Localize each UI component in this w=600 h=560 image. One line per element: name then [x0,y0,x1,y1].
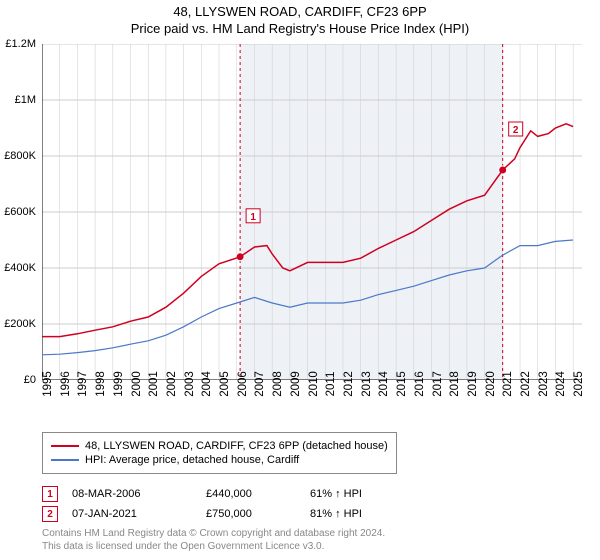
sale-pct-1: 61% ↑ HPI [310,488,430,500]
sale-marker-1-icon: 1 [42,486,58,502]
x-tick-label: 2004 [201,371,213,397]
x-tick-label: 2021 [502,371,514,397]
footer-line-2: This data is licensed under the Open Gov… [42,541,385,554]
y-tick-label: £600K [4,206,36,218]
legend-label-hpi: HPI: Average price, detached house, Card… [85,454,299,466]
legend-row-hpi: HPI: Average price, detached house, Card… [51,453,388,467]
legend-label-property: 48, LLYSWEN ROAD, CARDIFF, CF23 6PP (det… [85,440,388,452]
y-tick-label: £1M [15,94,36,106]
x-tick-label: 1998 [95,371,107,397]
legend-swatch-property [51,445,79,447]
x-tick-label: 2000 [131,371,143,397]
footer-line-1: Contains HM Land Registry data © Crown c… [42,528,385,541]
footer: Contains HM Land Registry data © Crown c… [42,528,385,553]
y-tick-label: £800K [4,150,36,162]
x-tick-label: 2012 [343,371,355,397]
sale-date-2: 07-JAN-2021 [72,508,192,520]
x-tick-label: 2020 [485,371,497,397]
x-tick-label: 2023 [538,371,550,397]
x-tick-label: 1995 [42,371,54,397]
sales-row: 2 07-JAN-2021 £750,000 81% ↑ HPI [42,504,430,524]
y-tick-label: £200K [4,318,36,330]
x-tick-label: 2016 [414,371,426,397]
title-line-1: 48, LLYSWEN ROAD, CARDIFF, CF23 6PP [0,0,600,21]
x-tick-label: 2009 [290,371,302,397]
y-tick-label: £0 [24,374,36,386]
chart-container: 48, LLYSWEN ROAD, CARDIFF, CF23 6PP Pric… [0,0,600,560]
x-tick-label: 2007 [254,371,266,397]
sale-date-1: 08-MAR-2006 [72,488,192,500]
legend-row-property: 48, LLYSWEN ROAD, CARDIFF, CF23 6PP (det… [51,439,388,453]
y-tick-label: £1.2M [5,38,36,50]
x-tick-label: 2002 [166,371,178,397]
sale-price-1: £440,000 [206,488,296,500]
chart-area: 12 £0£200K£400K£600K£800K£1M£1.2M1995199… [42,44,582,380]
x-tick-label: 1999 [113,371,125,397]
x-tick-label: 2018 [449,371,461,397]
x-tick-label: 2022 [520,371,532,397]
legend-box: 48, LLYSWEN ROAD, CARDIFF, CF23 6PP (det… [42,432,397,474]
x-tick-label: 2019 [467,371,479,397]
svg-text:1: 1 [250,212,256,223]
title-line-2: Price paid vs. HM Land Registry's House … [0,21,600,40]
x-tick-label: 2011 [325,372,337,397]
x-tick-label: 2003 [184,371,196,397]
x-tick-label: 1997 [77,371,89,397]
x-tick-label: 2024 [555,371,567,397]
y-tick-label: £400K [4,262,36,274]
x-tick-label: 2025 [573,371,585,397]
legend-swatch-hpi [51,459,79,461]
sale-price-2: £750,000 [206,508,296,520]
x-tick-label: 2001 [148,371,160,397]
x-tick-label: 2005 [219,371,231,397]
sale-pct-2: 81% ↑ HPI [310,508,430,520]
sale-marker-2-icon: 2 [42,506,58,522]
sales-row: 1 08-MAR-2006 £440,000 61% ↑ HPI [42,484,430,504]
x-tick-label: 2008 [272,371,284,397]
sales-table: 1 08-MAR-2006 £440,000 61% ↑ HPI 2 07-JA… [42,484,430,524]
x-tick-label: 2006 [237,371,249,397]
x-tick-label: 2013 [361,371,373,397]
svg-text:2: 2 [513,125,519,136]
x-tick-label: 2015 [396,371,408,397]
x-tick-label: 2010 [308,371,320,397]
x-tick-label: 2014 [378,371,390,397]
x-tick-label: 2017 [432,371,444,397]
x-tick-label: 1996 [60,371,72,397]
chart-svg: 12 [42,44,582,380]
